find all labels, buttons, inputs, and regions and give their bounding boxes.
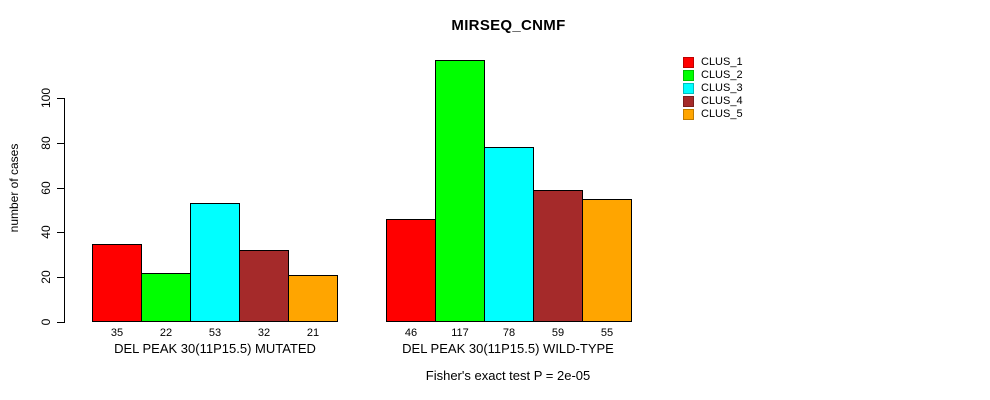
y-tick-label: 60 bbox=[39, 180, 53, 195]
y-tick-label: 0 bbox=[39, 318, 53, 326]
y-tick-mark bbox=[57, 142, 64, 144]
bar-clus_2-group1 bbox=[141, 272, 191, 322]
group-label-mutated: DEL PEAK 30(11P15.5) MUTATED bbox=[114, 341, 316, 356]
bar-value-label: 117 bbox=[451, 327, 469, 339]
legend-swatch-icon bbox=[683, 57, 694, 68]
bar-clus_3-group2 bbox=[484, 147, 534, 322]
bar-clus_1-group2 bbox=[386, 218, 436, 322]
y-tick-label: 100 bbox=[39, 87, 53, 109]
bar-value-label: 35 bbox=[110, 327, 124, 339]
legend-item-clus_3: CLUS_3 bbox=[683, 82, 743, 95]
fisher-test-annotation: Fisher's exact test P = 2e-05 bbox=[425, 368, 591, 383]
y-tick-mark bbox=[57, 232, 64, 234]
y-tick-mark bbox=[57, 322, 64, 323]
y-tick-label: 40 bbox=[39, 225, 53, 240]
legend-item-label: CLUS_2 bbox=[701, 69, 743, 81]
y-tick-mark bbox=[57, 277, 64, 279]
y-tick-mark bbox=[57, 98, 64, 99]
legend-item-clus_4: CLUS_4 bbox=[683, 95, 743, 108]
legend: CLUS_1 CLUS_2 CLUS_3 CLUS_4 CLUS_5 bbox=[683, 56, 743, 121]
legend-item-clus_5: CLUS_5 bbox=[683, 108, 743, 121]
legend-swatch-icon bbox=[683, 83, 694, 94]
legend-item-clus_1: CLUS_1 bbox=[683, 56, 743, 69]
bar-clus_1-group1 bbox=[92, 243, 142, 322]
bar-clus_2-group2 bbox=[435, 59, 485, 322]
legend-item-label: CLUS_1 bbox=[701, 56, 743, 68]
chart-title: MIRSEQ_CNMF bbox=[451, 17, 566, 34]
legend-item-label: CLUS_5 bbox=[701, 108, 743, 120]
legend-item-label: CLUS_4 bbox=[701, 95, 743, 107]
bar-value-label: 59 bbox=[551, 327, 565, 339]
bar-value-label: 22 bbox=[159, 327, 173, 339]
legend-item-label: CLUS_3 bbox=[701, 82, 743, 94]
legend-swatch-icon bbox=[683, 70, 694, 81]
bar-value-label: 78 bbox=[502, 327, 516, 339]
bar-clus_4-group2 bbox=[533, 189, 583, 322]
bar-value-label: 21 bbox=[306, 327, 320, 339]
bar-clus_5-group2 bbox=[582, 198, 632, 322]
group-label-wild-type: DEL PEAK 30(11P15.5) WILD-TYPE bbox=[402, 341, 614, 356]
legend-item-clus_2: CLUS_2 bbox=[683, 69, 743, 82]
bar-value-label: 46 bbox=[404, 327, 418, 339]
y-tick-mark bbox=[57, 187, 64, 189]
bar-value-label: 32 bbox=[257, 327, 271, 339]
y-tick-label: 20 bbox=[39, 270, 53, 284]
legend-swatch-icon bbox=[683, 109, 694, 120]
bar-value-label: 53 bbox=[208, 327, 222, 339]
bar-clus_5-group1 bbox=[288, 274, 338, 322]
y-axis-line bbox=[64, 98, 65, 323]
legend-swatch-icon bbox=[683, 96, 694, 107]
y-tick-label: 80 bbox=[39, 136, 53, 150]
bar-clus_3-group1 bbox=[190, 203, 240, 322]
bar-clus_4-group1 bbox=[239, 250, 289, 322]
bar-value-label: 55 bbox=[600, 327, 614, 339]
y-axis-label: number of cases bbox=[7, 143, 21, 233]
